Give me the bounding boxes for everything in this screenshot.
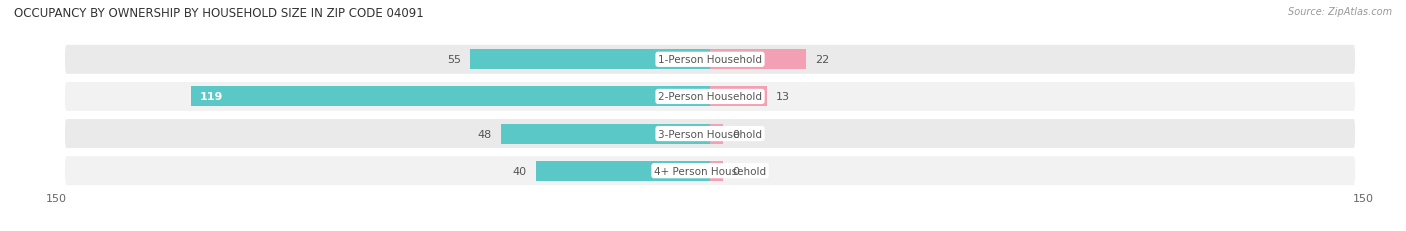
Bar (501, 124, 710, 144)
Bar (710, 50, 806, 70)
Text: Source: ZipAtlas.com: Source: ZipAtlas.com (1288, 7, 1392, 17)
Text: 2-Person Household: 2-Person Household (658, 92, 762, 102)
Text: 0: 0 (731, 129, 738, 139)
FancyBboxPatch shape (65, 83, 1355, 111)
Text: 48: 48 (478, 129, 492, 139)
Text: OCCUPANCY BY OWNERSHIP BY HOUSEHOLD SIZE IN ZIP CODE 04091: OCCUPANCY BY OWNERSHIP BY HOUSEHOLD SIZE… (14, 7, 423, 20)
Text: 1-Person Household: 1-Person Household (658, 55, 762, 65)
Bar (470, 50, 710, 70)
Bar (191, 87, 710, 107)
Bar (710, 161, 723, 181)
Bar (710, 87, 766, 107)
Text: 119: 119 (200, 92, 224, 102)
Text: 40: 40 (513, 166, 527, 176)
Text: 3-Person Household: 3-Person Household (658, 129, 762, 139)
Text: 55: 55 (447, 55, 461, 65)
Bar (536, 161, 710, 181)
Text: 13: 13 (776, 92, 789, 102)
Text: 0: 0 (731, 166, 738, 176)
FancyBboxPatch shape (65, 46, 1355, 74)
Bar (710, 124, 723, 144)
Text: 4+ Person Household: 4+ Person Household (654, 166, 766, 176)
FancyBboxPatch shape (65, 157, 1355, 185)
FancyBboxPatch shape (65, 120, 1355, 148)
Text: 22: 22 (814, 55, 830, 65)
